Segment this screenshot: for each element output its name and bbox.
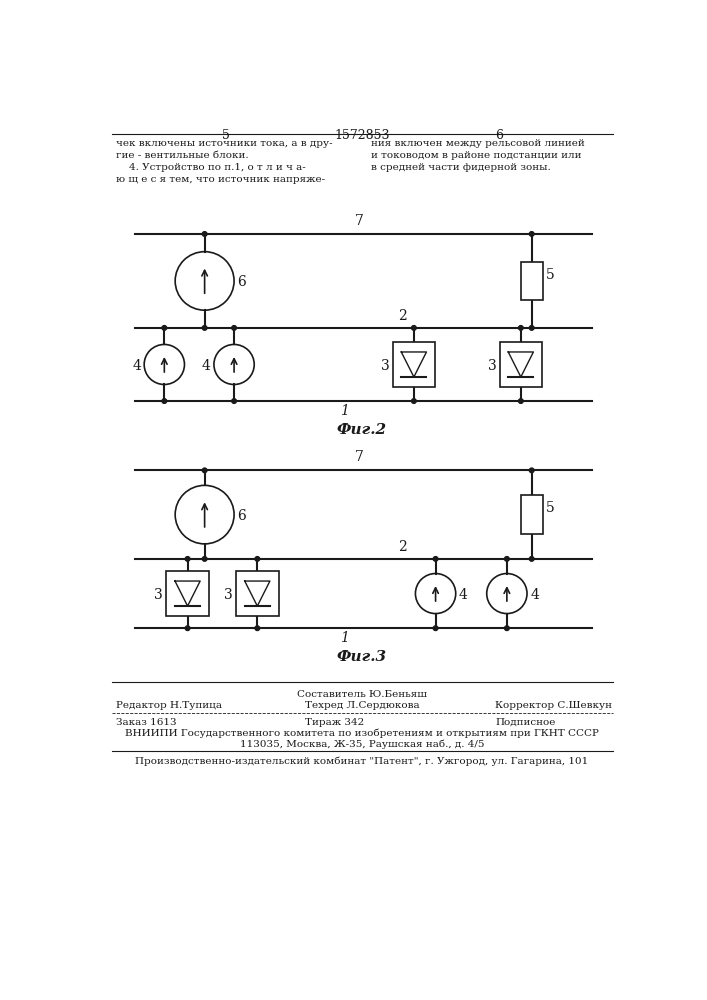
Text: Редактор Н.Тупица: Редактор Н.Тупица <box>115 701 221 710</box>
Circle shape <box>255 557 259 561</box>
Text: 6: 6 <box>237 275 246 289</box>
Circle shape <box>530 557 534 561</box>
Circle shape <box>518 399 523 403</box>
Circle shape <box>185 557 190 561</box>
Bar <box>500 342 542 387</box>
Circle shape <box>530 326 534 330</box>
Text: 7: 7 <box>355 450 364 464</box>
Text: 4: 4 <box>132 359 141 373</box>
Text: Составитель Ю.Беньяш: Составитель Ю.Беньяш <box>297 690 427 699</box>
Text: 3: 3 <box>224 588 233 602</box>
Text: Тираж 342: Тираж 342 <box>305 718 365 727</box>
Text: 2: 2 <box>398 540 407 554</box>
Text: 3: 3 <box>488 359 496 373</box>
Circle shape <box>518 326 523 330</box>
Circle shape <box>162 326 167 330</box>
Circle shape <box>505 557 509 561</box>
Circle shape <box>202 232 207 236</box>
Text: 4: 4 <box>459 588 468 602</box>
Text: Корректор С.Шевкун: Корректор С.Шевкун <box>495 701 612 710</box>
Text: 1: 1 <box>339 404 349 418</box>
Circle shape <box>185 626 190 631</box>
Text: 5: 5 <box>546 501 554 515</box>
Circle shape <box>433 557 438 561</box>
Text: Техред Л.Сердюкова: Техред Л.Сердюкова <box>305 701 420 710</box>
Circle shape <box>411 326 416 330</box>
Circle shape <box>433 626 438 631</box>
Text: 4: 4 <box>530 588 539 602</box>
Text: ВНИИПИ Государственного комитета по изобретениям и открытиям при ГКНТ СССР: ВНИИПИ Государственного комитета по изоб… <box>125 728 599 738</box>
Circle shape <box>202 326 207 330</box>
Text: 5: 5 <box>221 129 230 142</box>
Circle shape <box>530 232 534 236</box>
Text: 1572853: 1572853 <box>334 129 390 142</box>
Text: 113035, Москва, Ж-35, Раушская наб., д. 4/5: 113035, Москва, Ж-35, Раушская наб., д. … <box>240 739 484 749</box>
Bar <box>521 262 542 300</box>
Text: Заказ 1613: Заказ 1613 <box>115 718 176 727</box>
Text: 6: 6 <box>495 129 503 142</box>
Text: 6: 6 <box>237 509 246 523</box>
Circle shape <box>162 399 167 403</box>
Bar <box>392 342 436 387</box>
Text: Производственно-издательский комбинат "Патент", г. Ужгород, ул. Гагарина, 101: Производственно-издательский комбинат "П… <box>135 756 588 766</box>
Text: 5: 5 <box>546 268 554 282</box>
Text: ния включен между рельсовой линией
и тоководом в районе подстанции или
в средней: ния включен между рельсовой линией и ток… <box>371 139 585 172</box>
Bar <box>166 571 209 616</box>
Text: 3: 3 <box>380 359 390 373</box>
Text: Фиг.2: Фиг.2 <box>337 423 387 437</box>
Text: Фиг.3: Фиг.3 <box>337 650 387 664</box>
Circle shape <box>530 468 534 473</box>
Circle shape <box>202 468 207 473</box>
Text: 3: 3 <box>154 588 163 602</box>
Circle shape <box>255 626 259 631</box>
Text: 4: 4 <box>202 359 211 373</box>
Text: 7: 7 <box>355 214 364 228</box>
Circle shape <box>232 399 236 403</box>
Text: 2: 2 <box>398 309 407 323</box>
Bar <box>236 571 279 616</box>
Text: 1: 1 <box>339 631 349 645</box>
Text: чек включены источники тока, а в дру-
гие - вентильные блоки.
    4. Устройство : чек включены источники тока, а в дру- ги… <box>115 139 332 184</box>
Bar <box>521 495 542 534</box>
Circle shape <box>411 399 416 403</box>
Text: Подписное: Подписное <box>495 718 556 727</box>
Circle shape <box>232 326 236 330</box>
Circle shape <box>505 626 509 631</box>
Circle shape <box>202 557 207 561</box>
